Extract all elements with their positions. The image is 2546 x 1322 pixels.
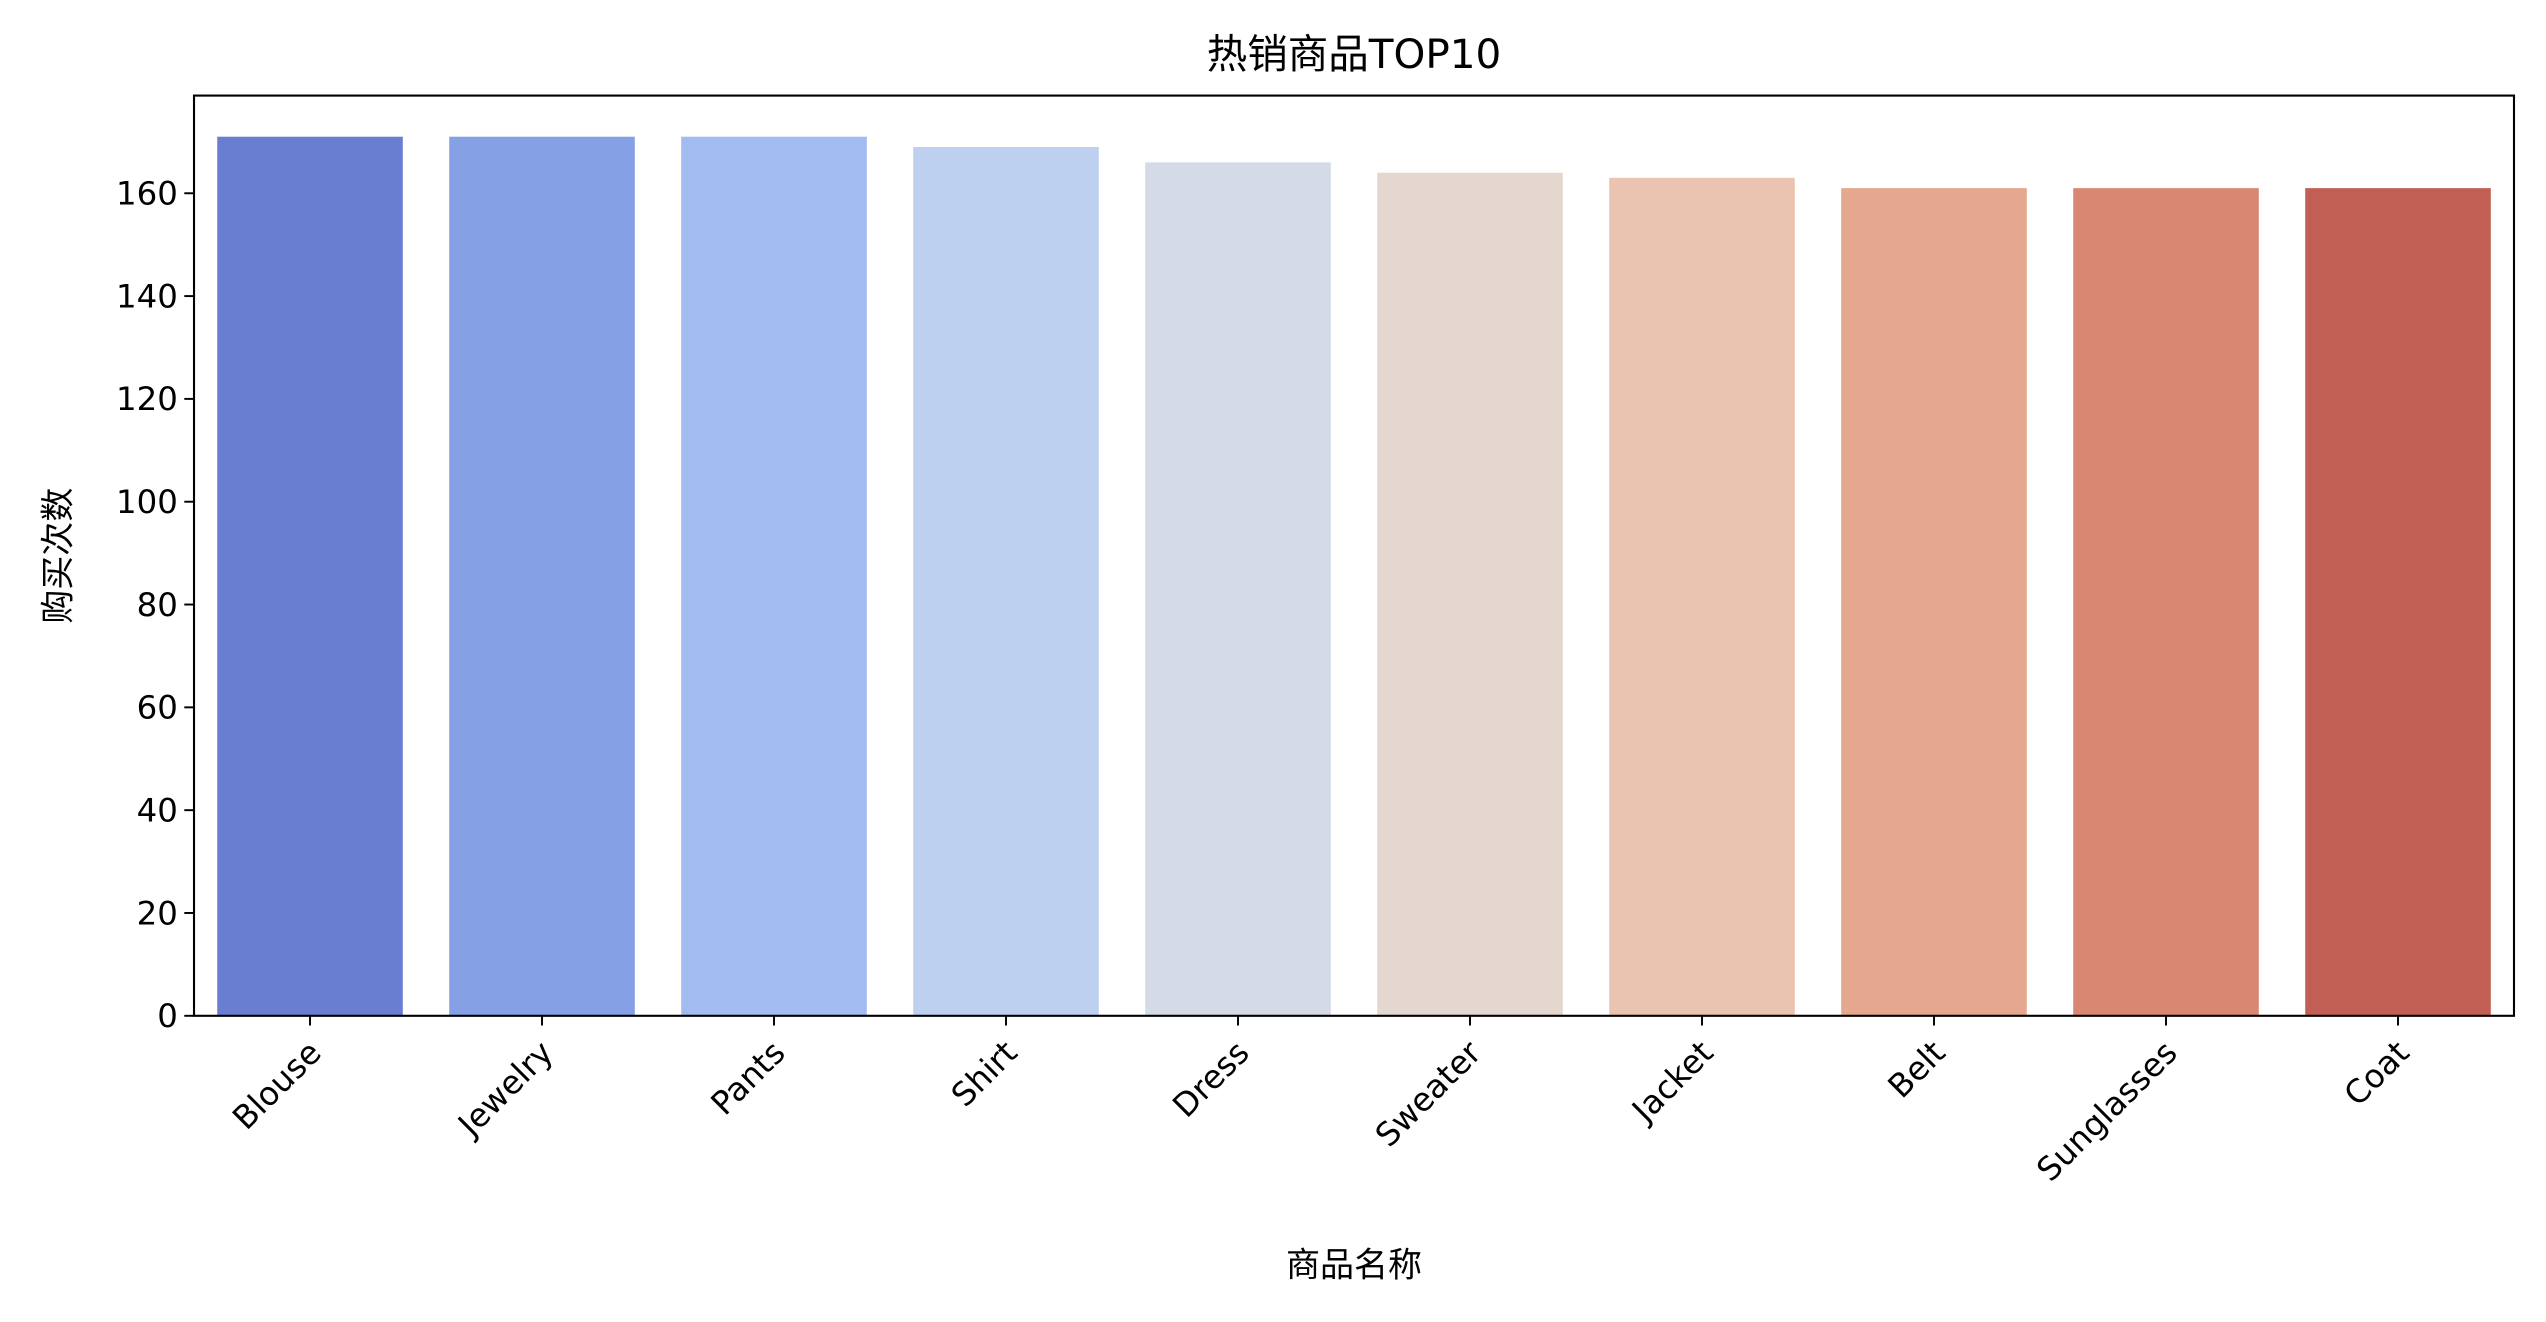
x-tick-label: Pants bbox=[704, 1033, 793, 1122]
y-tick-label: 160 bbox=[116, 175, 178, 213]
chart-title: 热销商品TOP10 bbox=[1207, 30, 1502, 78]
x-tick-label: Shirt bbox=[944, 1033, 1025, 1114]
y-tick-label: 20 bbox=[137, 894, 178, 932]
bar-coat bbox=[2305, 188, 2491, 1016]
bar-sunglasses bbox=[2073, 188, 2259, 1016]
y-tick-label: 60 bbox=[137, 689, 178, 727]
y-tick-label: 80 bbox=[137, 586, 178, 624]
y-tick-label: 140 bbox=[116, 277, 178, 315]
y-axis-label: 购买次数 bbox=[38, 488, 78, 624]
bar-dress bbox=[1145, 162, 1331, 1016]
bar-jewelry bbox=[449, 136, 635, 1016]
y-tick-label: 0 bbox=[157, 997, 178, 1035]
x-tick-label: Coat bbox=[2337, 1033, 2417, 1113]
y-tick-label: 40 bbox=[137, 792, 178, 830]
axes-frame bbox=[192, 94, 2516, 1017]
y-tick-label: 120 bbox=[116, 380, 178, 418]
x-axis-label: 商品名称 bbox=[1286, 1246, 1422, 1286]
x-tick-label: Jewelry bbox=[449, 1033, 560, 1144]
y-tick-label: 100 bbox=[116, 483, 178, 521]
bar-sweater bbox=[1377, 172, 1563, 1016]
bar-belt bbox=[1841, 188, 2027, 1016]
x-tick-label: Belt bbox=[1881, 1033, 1953, 1105]
bar-pants bbox=[681, 136, 867, 1016]
x-tick-label: Dress bbox=[1165, 1033, 1256, 1124]
bar-shirt bbox=[913, 146, 1099, 1016]
x-tick-label: Sunglasses bbox=[2029, 1033, 2184, 1188]
bar-jacket bbox=[1609, 177, 1795, 1016]
bar-blouse bbox=[217, 136, 403, 1016]
x-tick-label: Jacket bbox=[1623, 1033, 1720, 1130]
x-tick-label: Sweater bbox=[1368, 1033, 1489, 1154]
x-tick-label: Blouse bbox=[225, 1033, 329, 1137]
